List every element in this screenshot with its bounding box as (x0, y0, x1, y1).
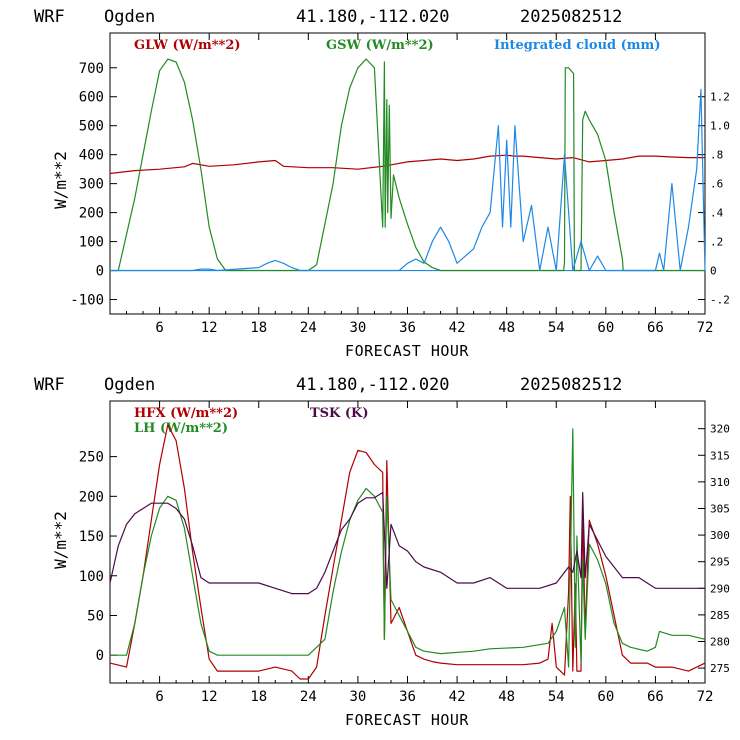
header-site: Ogden (104, 7, 155, 27)
x-tick-label: 66 (647, 320, 664, 336)
x-tick-label: 42 (449, 320, 466, 336)
y2-tick-label: 310 (710, 476, 730, 489)
header-model-2: WRF (34, 375, 65, 395)
header-site-2: Ogden (104, 375, 155, 395)
x-tick-label: 24 (300, 320, 317, 336)
plot-frame-bottom (109, 400, 706, 684)
y2-tick-label: .8 (710, 149, 723, 162)
x-tick-label: 18 (250, 320, 267, 336)
legend-gsw: GSW (W/m**2) (326, 38, 434, 53)
legend-tsk: TSK (K) (310, 406, 369, 421)
y2-tick-label: 1.0 (710, 120, 730, 133)
y2-tick-label: -.2 (710, 294, 730, 307)
x-tick-label: 6 (155, 320, 163, 336)
legend-hfx: HFX (W/m**2) (134, 406, 238, 421)
legend-lh: LH (W/m**2) (134, 421, 228, 436)
y2-tick-label: 285 (710, 609, 730, 622)
y-tick-label: 200 (79, 206, 104, 222)
x-axis-label-top: FORECAST HOUR (345, 342, 469, 360)
x-tick-label: 18 (250, 689, 267, 705)
header-run-2: 2025082512 (520, 375, 622, 395)
x-tick-label: 36 (399, 689, 416, 705)
series-line-gsw (110, 58, 705, 272)
x-axis-label-bottom: FORECAST HOUR (345, 711, 469, 729)
series-line-integrated (110, 88, 706, 272)
x-tick-label: 60 (597, 689, 614, 705)
y-tick-label: 200 (79, 489, 104, 505)
y-axis-label-top: W/m**2 (51, 151, 70, 209)
series-line-glw (109, 154, 705, 175)
y2-tick-label: 0 (710, 265, 717, 278)
x-tick-label: 30 (349, 320, 366, 336)
y-tick-label: 0 (96, 648, 104, 664)
x-tick-label: 60 (597, 320, 614, 336)
legend-cloud: Integrated cloud (mm) (494, 38, 660, 53)
y2-tick-label: 280 (710, 635, 730, 648)
x-tick-label: 54 (548, 689, 565, 705)
x-tick-label: 72 (697, 320, 714, 336)
x-tick-label: 66 (647, 689, 664, 705)
y-tick-label: 600 (79, 90, 104, 106)
x-tick-label: 48 (498, 689, 515, 705)
series-line-lh (110, 428, 706, 668)
y2-tick-label: 315 (710, 449, 730, 462)
y-tick-label: 150 (79, 529, 104, 545)
y2-tick-label: 295 (710, 556, 730, 569)
plot-frame-top (109, 32, 706, 315)
y-tick-label: 100 (79, 569, 104, 585)
x-tick-label: 42 (449, 689, 466, 705)
header-run: 2025082512 (520, 7, 622, 27)
x-tick-label: 54 (548, 320, 565, 336)
y-tick-label: 100 (79, 235, 104, 251)
y-tick-label: 300 (79, 177, 104, 193)
y2-tick-label: 1.2 (710, 91, 730, 104)
y2-tick-label: 275 (710, 662, 730, 675)
y2-tick-label: 305 (710, 502, 730, 515)
y2-tick-label: 300 (710, 529, 730, 542)
y-axis-label-bottom: W/m**2 (51, 511, 70, 569)
x-tick-label: 12 (201, 689, 218, 705)
y-tick-label: -100 (70, 293, 104, 309)
x-tick-label: 48 (498, 320, 515, 336)
header-coords-2: 41.180,-112.020 (296, 375, 450, 395)
x-tick-label: 12 (201, 320, 218, 336)
x-tick-label: 6 (155, 689, 163, 705)
y-tick-label: 700 (79, 61, 104, 77)
y2-tick-label: .2 (710, 236, 723, 249)
y-tick-label: 250 (79, 450, 104, 466)
x-tick-label: 36 (399, 320, 416, 336)
y2-tick-label: .4 (710, 207, 724, 220)
y2-tick-label: 320 (710, 423, 730, 436)
y-tick-label: 0 (96, 264, 104, 280)
header-model: WRF (34, 7, 65, 27)
legend-glw: GLW (W/m**2) (134, 38, 241, 53)
y2-tick-label: 290 (710, 582, 730, 595)
plot-area-bottom: 6 12 18 24 30 36 42 48 54 60 66 72 0 50 100 150 200 250 27… (79, 401, 730, 705)
x-tick-label: 24 (300, 689, 317, 705)
header-coords: 41.180,-112.020 (296, 7, 450, 27)
x-tick-label: 30 (349, 689, 366, 705)
plot-area-top: 6 12 18 24 30 36 42 48 54 60 66 72 -100 0 100 200 300 400… (70, 33, 730, 336)
y2-tick-label: .6 (710, 178, 723, 191)
x-tick-label: 72 (697, 689, 714, 705)
y-tick-label: 400 (79, 148, 104, 164)
y-tick-label: 500 (79, 119, 104, 135)
y-tick-label: 50 (87, 608, 104, 624)
series-line-tsk (109, 491, 705, 595)
